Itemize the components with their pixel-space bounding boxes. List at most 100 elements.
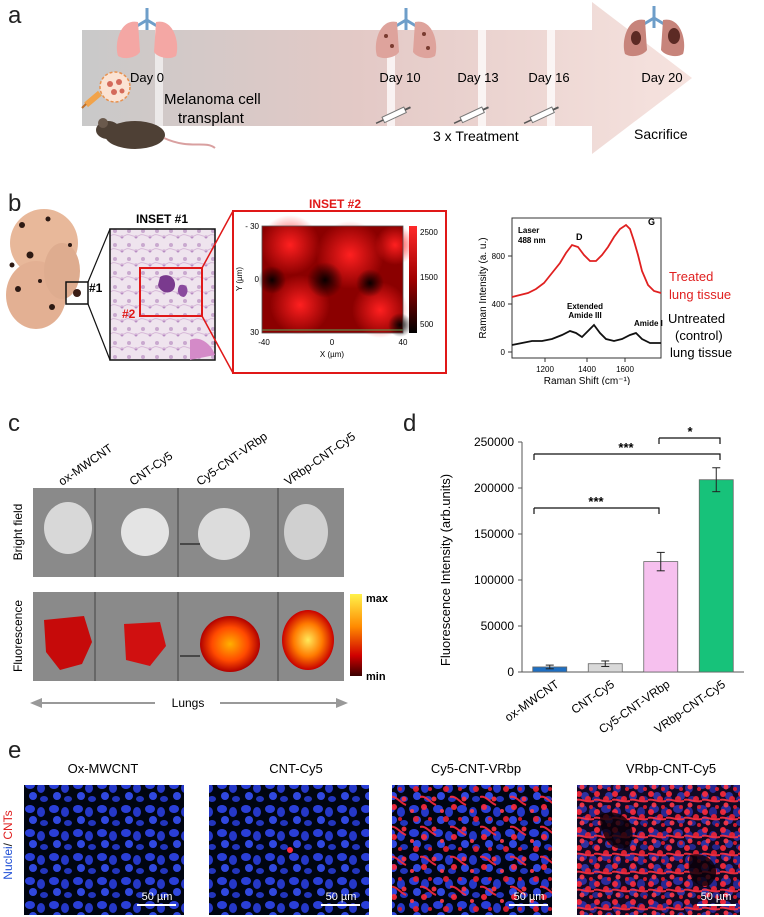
panel-b-letter: b	[8, 190, 22, 217]
scalebar-label-2: 50 µm	[326, 891, 357, 903]
column-label-3: Cy5-CNT-VRbp	[194, 429, 271, 488]
sig-label-2: *	[687, 424, 693, 439]
syringe-icon-1	[375, 106, 411, 124]
lungs-label: Lungs	[172, 696, 205, 710]
fluorescence-bar-chart: Fluorescence Intensity (arb.units) 0 5000…	[438, 424, 744, 736]
lungs-icon-day10	[375, 8, 437, 59]
category-label-1: ox-MWCNT	[502, 677, 562, 725]
micrograph-title-2: CNT-Cy5	[269, 761, 322, 776]
cell-culture-icon	[99, 71, 131, 103]
micrograph-1	[24, 785, 184, 915]
untreated-label-3: lung tissue	[670, 345, 732, 360]
syringe-icon-orange	[81, 90, 102, 109]
scale-max: max	[366, 593, 389, 605]
timepoint-day20: Day 20	[641, 70, 682, 85]
timepoint-day13: Day 13	[457, 70, 498, 85]
y-tick-label: 200000	[474, 481, 514, 495]
row-label-fluor: Fluorescence	[11, 600, 25, 672]
panel-a-letter: a	[8, 2, 22, 29]
inset1-marker-box	[139, 267, 203, 317]
lungs-double-arrow	[30, 698, 348, 708]
raman-ytick-0: 0	[501, 348, 506, 357]
sig-label-1: ***	[618, 440, 634, 455]
colorbar-tick-1500: 1500	[420, 273, 438, 282]
raman-peak-g: G	[648, 217, 655, 227]
micrograph-title-1: Ox-MWCNT	[68, 761, 139, 776]
raman-extended-2: Amide III	[568, 311, 601, 320]
raman-laser-1: Laser	[518, 226, 539, 235]
scalebar-label-4: 50 µm	[701, 891, 732, 903]
transplant-label-1: Melanoma cell	[164, 91, 261, 108]
transplant-label-2: transplant	[178, 110, 245, 127]
map-xtick-right: 40	[399, 338, 408, 347]
raman-laser-2: 488 nm	[518, 236, 546, 245]
syringe-icon-3	[523, 106, 559, 124]
raman-xtick-1200: 1200	[536, 365, 554, 374]
micrograph-4	[577, 785, 740, 915]
treated-spectrum	[511, 223, 662, 298]
timepoint-day10: Day 10	[379, 70, 420, 85]
raman-xlabel: Raman Shift (cm⁻¹)	[544, 376, 630, 385]
category-label-2: CNT-Cy5	[569, 677, 618, 717]
map-ylabel: Y (µm)	[235, 267, 244, 291]
treated-label-2: lung tissue	[669, 287, 731, 302]
sig-label-3: ***	[588, 494, 604, 509]
panel-c-figure: ox-MWCNT CNT-Cy5 Cy5-CNT-VRbp VRbp-CNT-C…	[11, 429, 389, 710]
bar-4	[698, 479, 734, 673]
scalebar-label-3: 50 µm	[514, 891, 545, 903]
y-tick-label: 50000	[481, 619, 515, 633]
scalebar-label-1: 50 µm	[142, 891, 173, 903]
timepoint-day0: Day 0	[130, 70, 164, 85]
micrograph-title-4: VRbp-CNT-Cy5	[626, 761, 716, 776]
inset1-title: INSET #1	[136, 212, 188, 226]
lung-marker-label: #1	[89, 281, 103, 295]
column-label-1: ox-MWCNT	[56, 441, 116, 489]
inset2-title: INSET #2	[309, 197, 361, 211]
raman-ylabel: Raman Intensity (a. u.)	[478, 237, 489, 338]
map-xlabel: X (µm)	[320, 350, 344, 359]
raman-ytick-800: 800	[492, 252, 506, 261]
untreated-label-2: (control)	[675, 328, 723, 343]
y-tick-label: 250000	[474, 435, 514, 449]
micrograph-2	[209, 785, 369, 915]
y-tick-label: 100000	[474, 573, 514, 587]
scale-min: min	[366, 671, 386, 683]
significance-brackets	[533, 437, 721, 514]
timepoint-day16: Day 16	[528, 70, 569, 85]
y-tick-label: 0	[507, 665, 514, 679]
lung-marker-box	[65, 281, 89, 305]
treated-label-1: Treated	[669, 269, 713, 284]
panel-c-letter: c	[8, 410, 20, 437]
micrograph-3	[392, 785, 552, 915]
chart-y-axis-label: Fluorescence Intensity (arb.units)	[438, 474, 453, 666]
lungs-icon-day0	[116, 8, 178, 59]
panel-b-figure: #1 INSET #1 #2 INSET #2 - 30 0 30 -40 0 …	[6, 197, 732, 385]
micrograph-title-3: Cy5-CNT-VRbp	[431, 761, 521, 776]
map-ytick-top: - 30	[245, 222, 259, 231]
map-ytick-bot: 30	[250, 328, 259, 337]
colorbar-tick-500: 500	[420, 320, 434, 329]
column-label-2: CNT-Cy5	[127, 449, 176, 489]
map-colorbar	[409, 226, 417, 333]
untreated-label-1: Untreated	[668, 311, 725, 326]
map-xtick-left: -40	[258, 338, 270, 347]
bar-3	[643, 561, 679, 673]
treatment-label: 3 x Treatment	[433, 128, 519, 144]
raman-ytick-400: 400	[492, 300, 506, 309]
syringe-icon-2	[453, 106, 489, 124]
raman-amide-i: Amide I	[634, 319, 663, 328]
raman-xtick-1400: 1400	[578, 365, 596, 374]
panel-e-letter: e	[8, 737, 22, 764]
untreated-spectrum	[511, 323, 661, 346]
fluorescence-scale	[350, 594, 362, 676]
panel-d-letter: d	[403, 410, 417, 437]
lungs-icon-day20	[623, 6, 685, 57]
inset1-marker-label: #2	[122, 307, 136, 321]
y-tick-label: 150000	[474, 527, 514, 541]
lung-tissue-photo	[6, 209, 80, 329]
raman-xtick-1600: 1600	[616, 365, 634, 374]
mouse-icon	[96, 118, 216, 149]
panel-a-timeline: Day 0 Day 10 Day 13 Day 16 Day 20 Melano…	[81, 2, 692, 154]
row-label-bright: Bright field	[11, 504, 25, 561]
inset1-histology	[109, 228, 216, 361]
